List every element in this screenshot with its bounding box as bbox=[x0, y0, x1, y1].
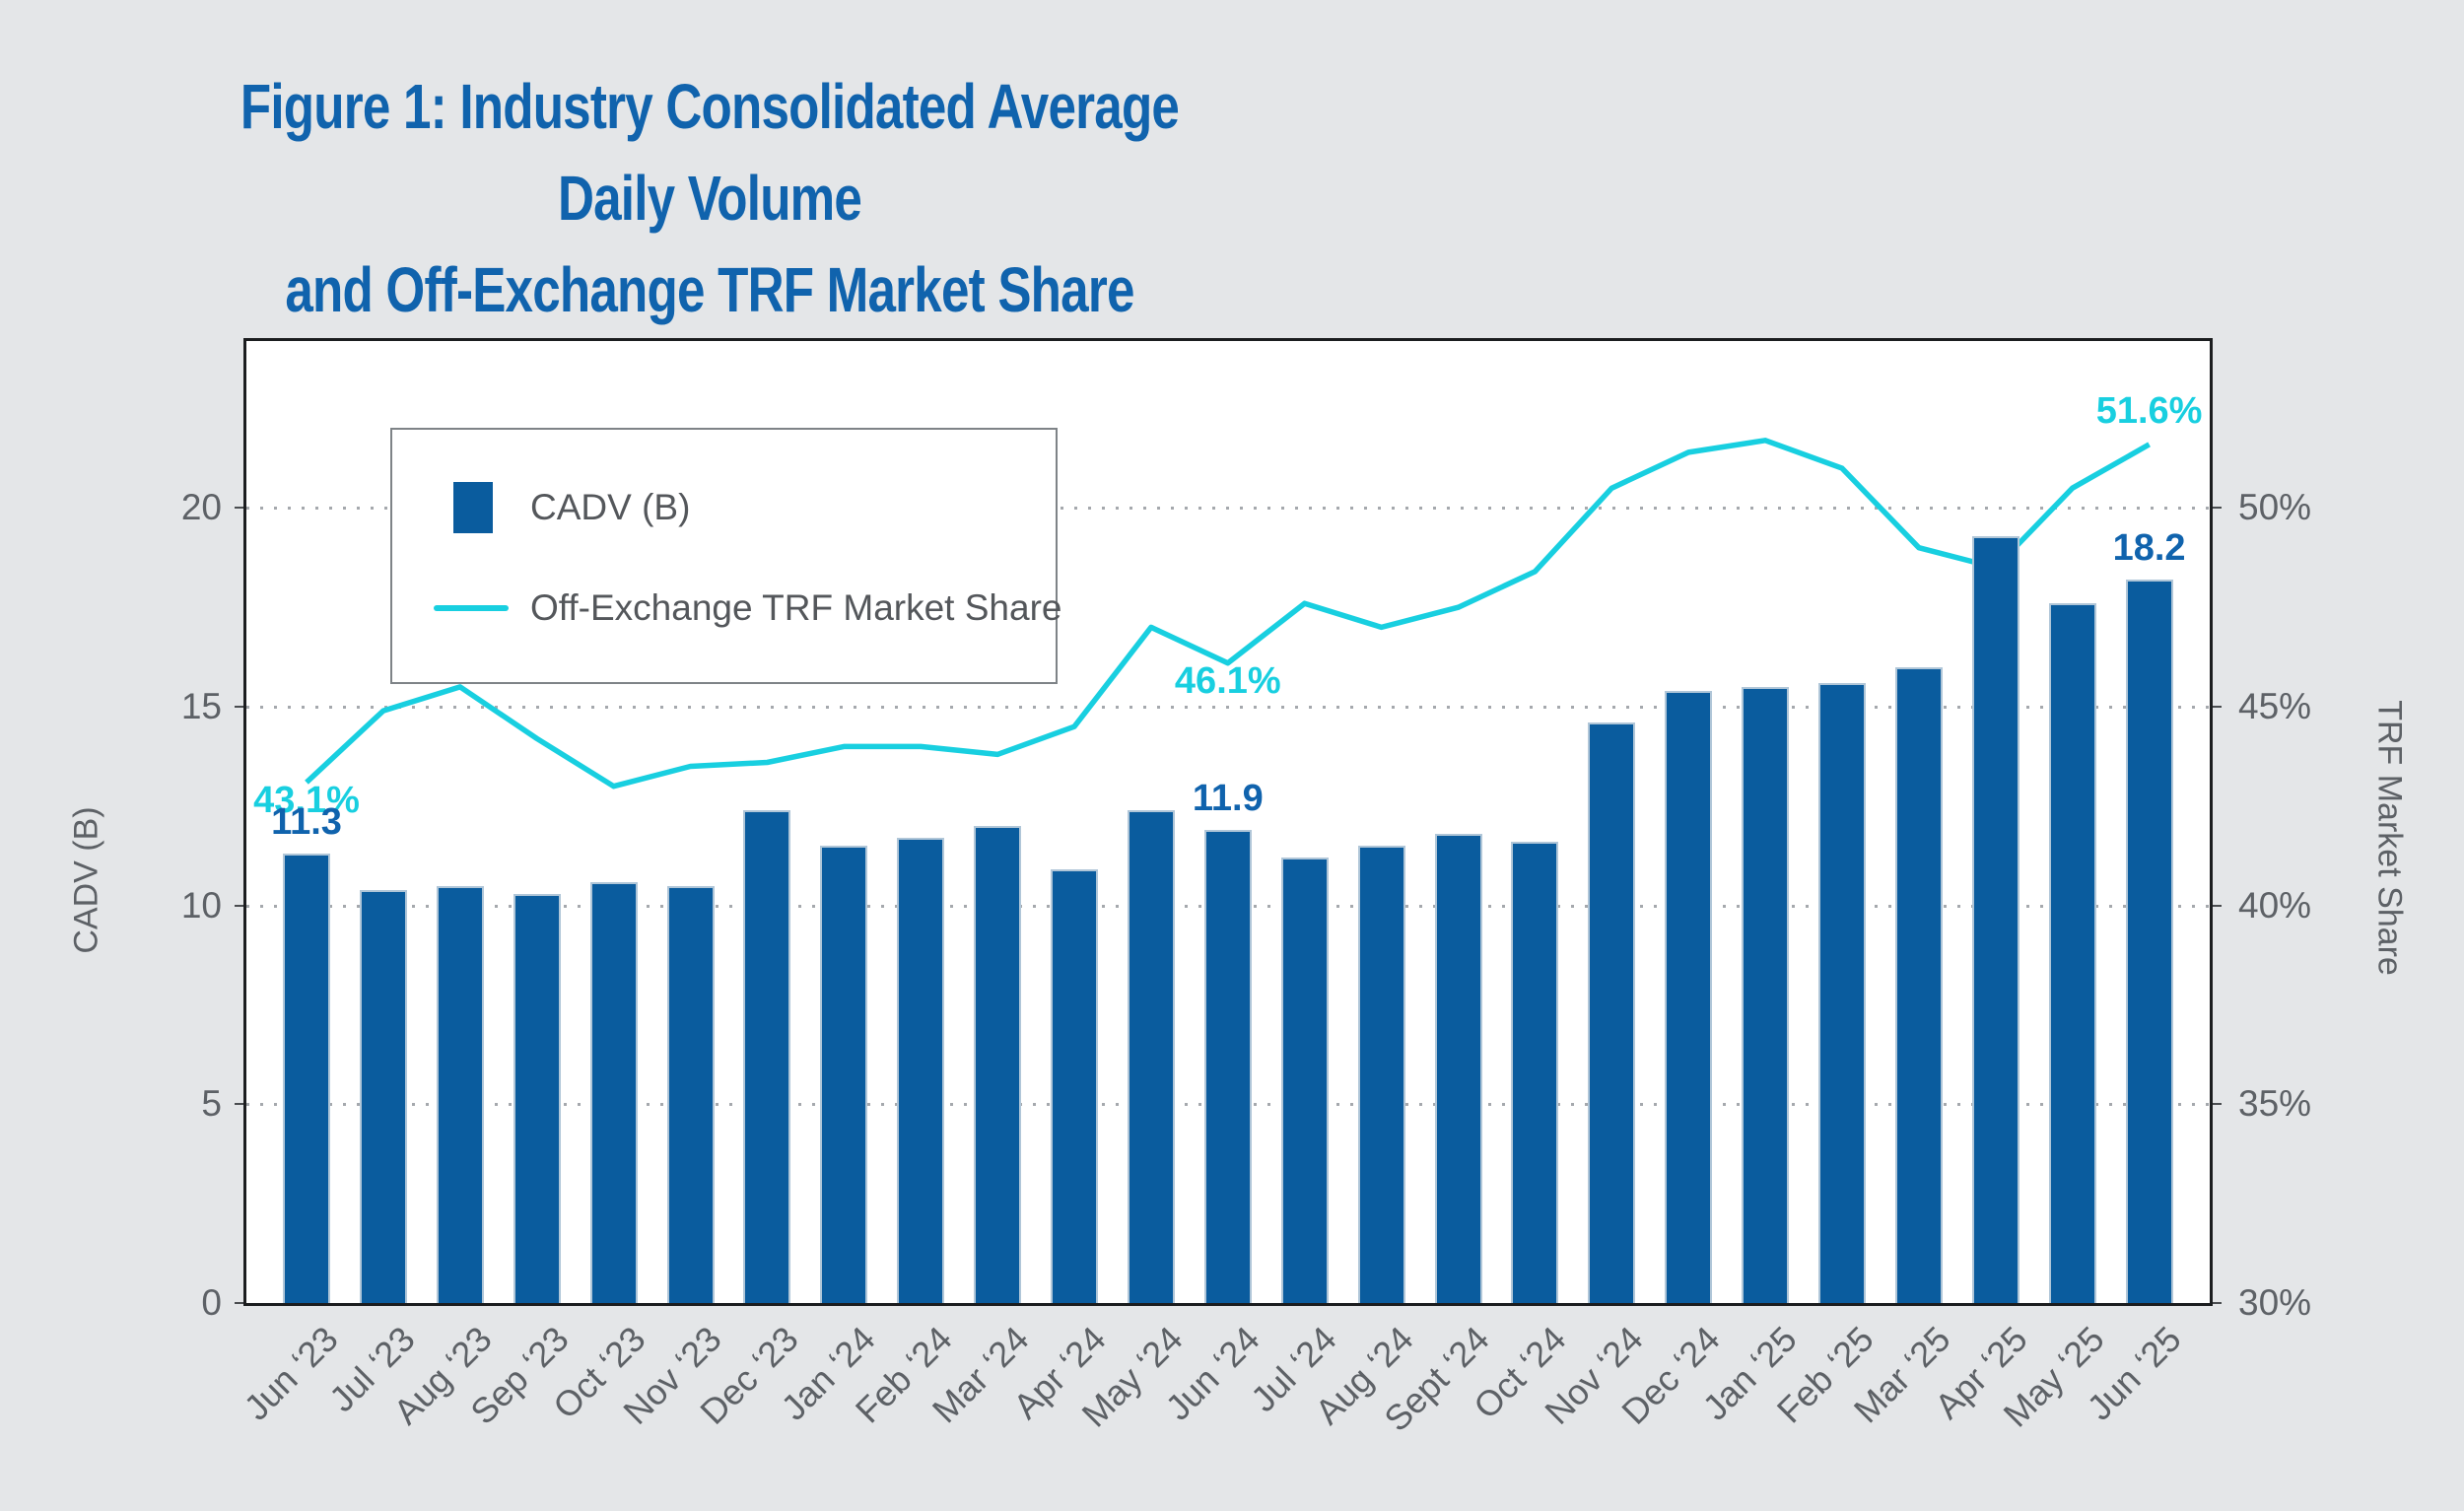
bar bbox=[2048, 603, 2096, 1303]
right-axis-tick-mark bbox=[2213, 507, 2222, 510]
bar bbox=[283, 854, 330, 1303]
line-annotation-label: 51.6% bbox=[2095, 389, 2203, 432]
bar bbox=[1894, 666, 1943, 1303]
legend-bar-swatch bbox=[453, 482, 493, 533]
bar-value-label: 18.2 bbox=[2112, 526, 2186, 569]
bar bbox=[1818, 682, 1866, 1303]
plot-canvas: 43.1% 11.3 46.1% 11.9 51.6% 18.2 bbox=[246, 341, 2210, 1303]
legend-label-cadv: CADV (B) bbox=[530, 487, 691, 527]
left-axis-tick-mark bbox=[235, 1103, 243, 1106]
chart-title-line2: and Off-Exchange TRF Market Share bbox=[285, 254, 1134, 325]
left-axis-tick: 10 bbox=[180, 884, 222, 926]
bar bbox=[1280, 858, 1329, 1303]
bar-value-label: 11.3 bbox=[271, 801, 342, 844]
right-axis-tick: 40% bbox=[2238, 884, 2312, 926]
gridline bbox=[246, 507, 2210, 511]
legend-box: CADV (B) Off-Exchange TRF Market Share bbox=[390, 428, 1062, 684]
right-axis-tick: 45% bbox=[2238, 686, 2312, 727]
left-axis-tick: 15 bbox=[180, 686, 222, 727]
right-axis-tick: 30% bbox=[2238, 1282, 2312, 1323]
legend-line-swatch bbox=[434, 605, 509, 611]
right-axis-tick-mark bbox=[2213, 706, 2222, 709]
right-axis-tick: 35% bbox=[2238, 1083, 2312, 1125]
trend-line-layer bbox=[305, 438, 2151, 790]
left-axis-tick-mark bbox=[235, 904, 243, 907]
bar bbox=[1357, 846, 1405, 1303]
right-axis-title: TRF Market Share bbox=[2370, 700, 2409, 976]
bar bbox=[359, 889, 407, 1303]
chart-title-line1: Figure 1: Industry Consolidated Average … bbox=[240, 71, 1180, 234]
plot-area: 43.1% 11.3 46.1% 11.9 51.6% 18.2 bbox=[243, 338, 2213, 1306]
bar bbox=[1203, 830, 1252, 1303]
x-axis-tick-label: Jun ‘23 bbox=[236, 1318, 346, 1428]
bar bbox=[1127, 809, 1175, 1303]
right-axis-tick-mark bbox=[2213, 904, 2222, 907]
bar bbox=[820, 846, 868, 1303]
bar bbox=[436, 885, 484, 1303]
left-axis-tick: 0 bbox=[201, 1282, 222, 1323]
bar bbox=[666, 885, 715, 1303]
bar bbox=[2125, 580, 2173, 1303]
left-axis-tick-mark bbox=[235, 507, 243, 510]
chart-title: Figure 1: Industry Consolidated Average … bbox=[213, 61, 1206, 336]
bar bbox=[743, 809, 791, 1303]
left-axis-tick-mark bbox=[235, 706, 243, 709]
gridline bbox=[246, 706, 2210, 710]
bar bbox=[513, 893, 561, 1303]
bar bbox=[1051, 869, 1098, 1303]
bar bbox=[1588, 722, 1636, 1303]
bar bbox=[1971, 535, 2019, 1303]
bar bbox=[897, 838, 945, 1303]
bar-value-label: 11.9 bbox=[1192, 778, 1264, 820]
bar bbox=[1742, 686, 1790, 1303]
bar bbox=[1665, 690, 1713, 1303]
left-axis-tick: 5 bbox=[201, 1083, 222, 1125]
right-axis-tick-mark bbox=[2213, 1302, 2222, 1304]
bar bbox=[1434, 834, 1482, 1303]
bar bbox=[1511, 842, 1559, 1303]
line-annotation-label: 43.1% bbox=[253, 779, 360, 821]
bar bbox=[974, 826, 1022, 1303]
legend-label-trf: Off-Exchange TRF Market Share bbox=[530, 587, 1062, 628]
line-annotation-label: 46.1% bbox=[1174, 659, 1281, 702]
bar bbox=[589, 881, 638, 1303]
left-axis-title: CADV (B) bbox=[67, 806, 105, 954]
left-axis-tick: 20 bbox=[180, 487, 222, 528]
left-axis-tick-mark bbox=[235, 1302, 243, 1304]
right-axis-tick-mark bbox=[2213, 1103, 2222, 1106]
right-axis-tick: 50% bbox=[2238, 487, 2312, 528]
trend-line bbox=[305, 438, 2151, 790]
